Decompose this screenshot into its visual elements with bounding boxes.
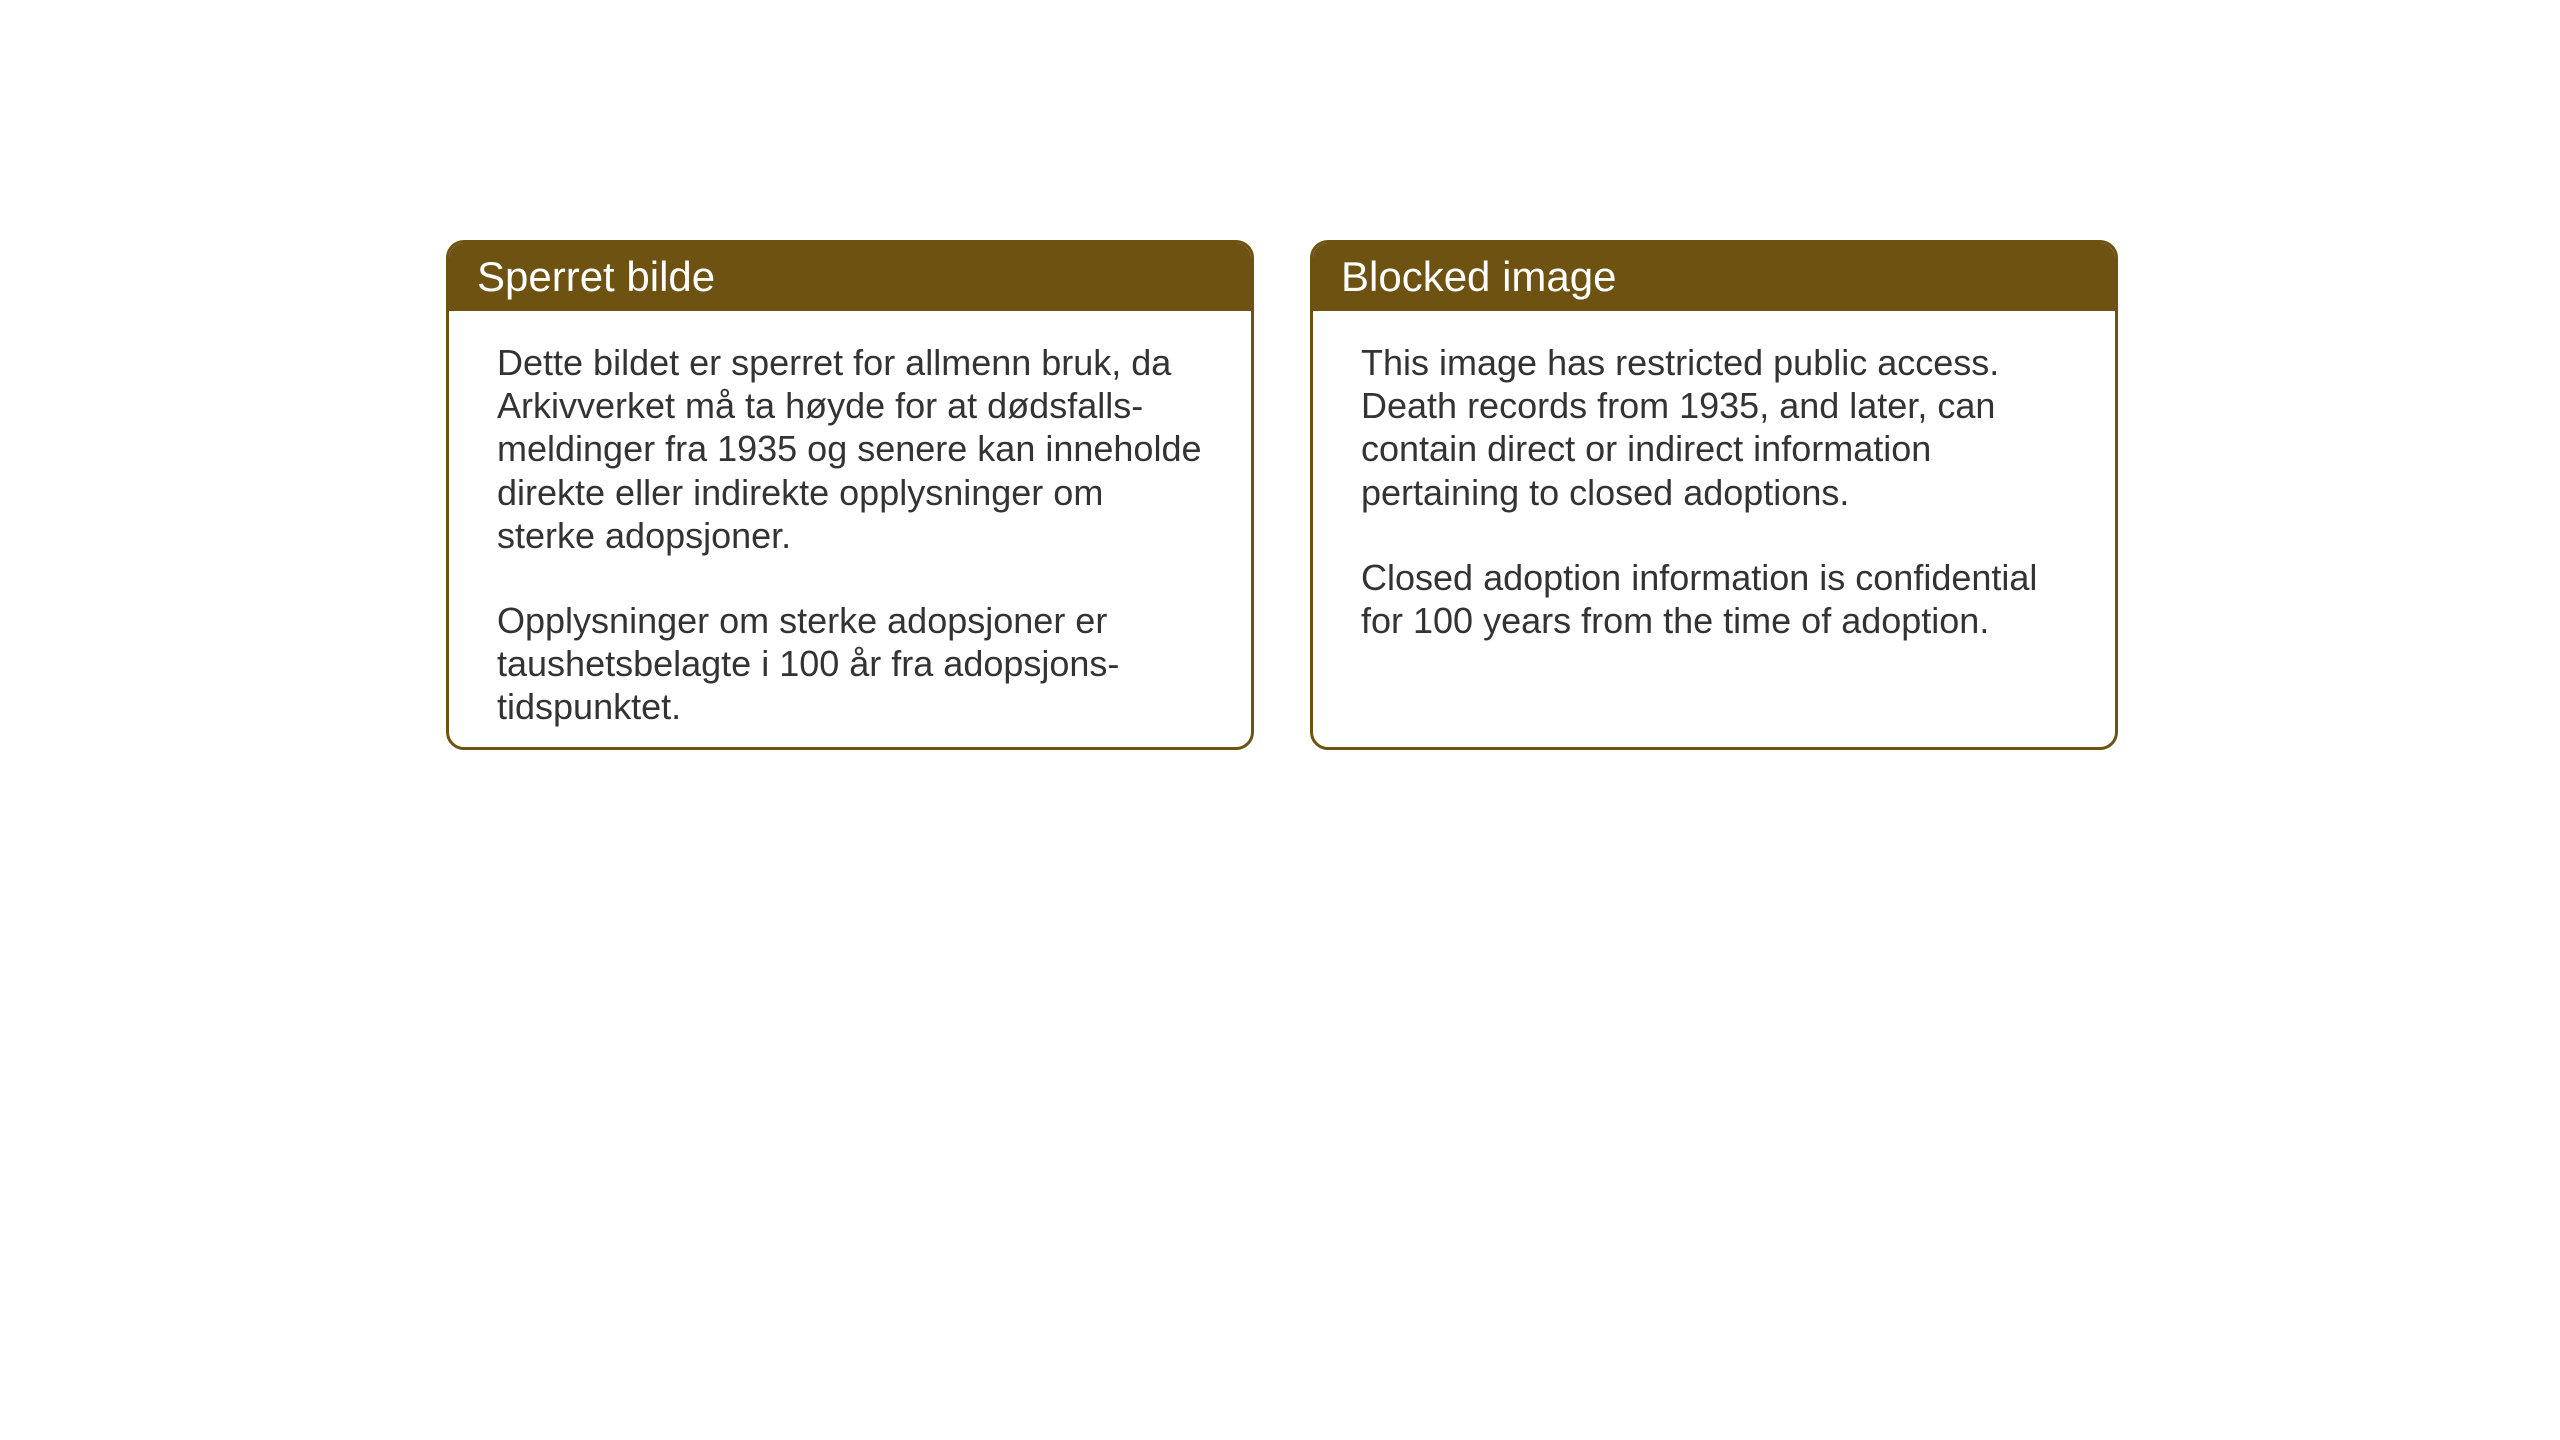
card-header-norwegian: Sperret bilde <box>449 243 1251 311</box>
card-header-english: Blocked image <box>1313 243 2115 311</box>
card-title-norwegian: Sperret bilde <box>477 253 715 300</box>
notice-container: Sperret bilde Dette bildet er sperret fo… <box>446 240 2118 750</box>
card-paragraph2-english: Closed adoption information is confident… <box>1361 556 2067 642</box>
notice-card-english: Blocked image This image has restricted … <box>1310 240 2118 750</box>
card-paragraph2-norwegian: Opplysninger om sterke adopsjoner er tau… <box>497 599 1203 729</box>
card-paragraph1-english: This image has restricted public access.… <box>1361 341 2067 514</box>
card-title-english: Blocked image <box>1341 253 1616 300</box>
notice-card-norwegian: Sperret bilde Dette bildet er sperret fo… <box>446 240 1254 750</box>
card-body-english: This image has restricted public access.… <box>1313 311 2115 672</box>
card-body-norwegian: Dette bildet er sperret for allmenn bruk… <box>449 311 1251 750</box>
card-paragraph1-norwegian: Dette bildet er sperret for allmenn bruk… <box>497 341 1203 557</box>
